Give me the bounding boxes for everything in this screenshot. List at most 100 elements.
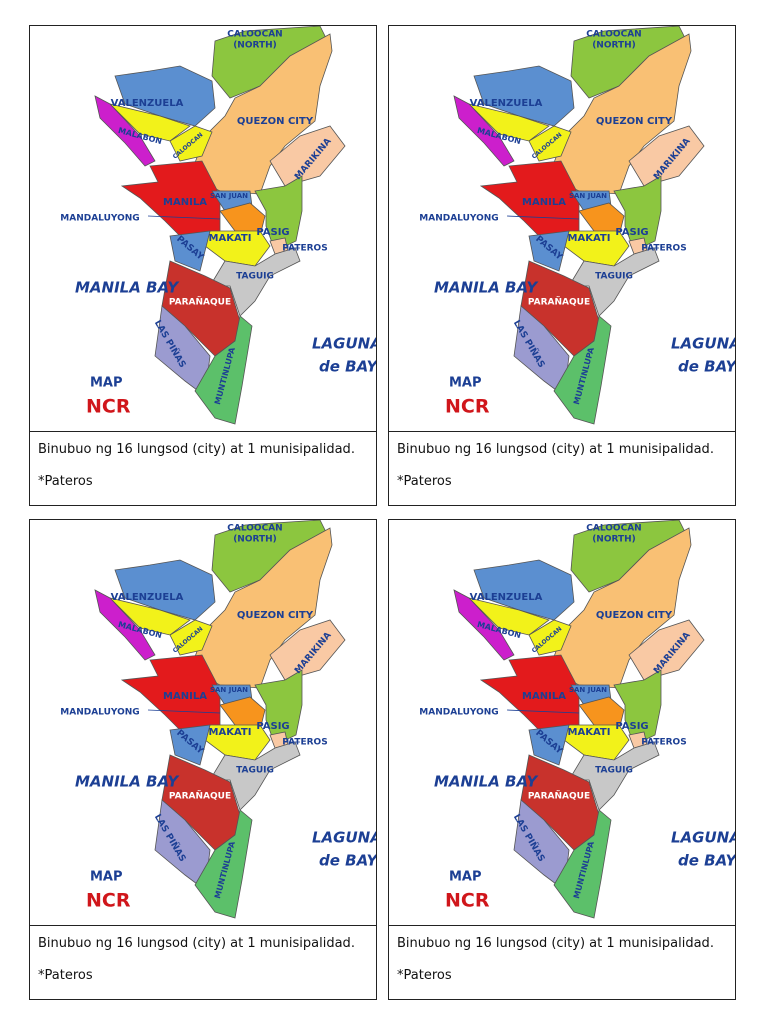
- region: [548, 33, 692, 195]
- map-label: PASIG: [615, 227, 648, 238]
- region: [169, 724, 211, 766]
- region: [254, 175, 303, 252]
- map-label: MANILA BAY: [434, 773, 539, 791]
- map-label: PATEROS: [641, 244, 686, 254]
- region: [467, 597, 550, 636]
- map-label: PARAÑAQUE: [528, 791, 590, 802]
- map-label: MANDALUYONG: [419, 708, 498, 718]
- map-label: CALOOCAN: [227, 30, 282, 40]
- map-label: MANILA: [163, 197, 207, 208]
- map-label: de BAY: [319, 358, 376, 376]
- map-label: VALENZUELA: [111, 98, 184, 109]
- map-label: NCR: [86, 396, 131, 418]
- map-label: de BAY: [678, 852, 735, 870]
- map-label: MAKATI: [209, 727, 252, 738]
- map-label: LAGUNA: [671, 335, 735, 353]
- map-label: LAGUNA: [312, 335, 376, 353]
- map-label: NCR: [86, 890, 131, 912]
- map-label: MANILA: [522, 197, 566, 208]
- pointer: [147, 215, 221, 220]
- region: [528, 230, 570, 272]
- region: [189, 33, 333, 195]
- map-label: (NORTH): [233, 535, 277, 545]
- map-label: MAKATI: [568, 233, 611, 244]
- note: *Pateros: [38, 474, 93, 489]
- map-label: CALOOCAN: [586, 30, 641, 40]
- region: [194, 809, 253, 919]
- map-label: MAP: [90, 870, 123, 885]
- map-label: PATEROS: [282, 738, 327, 748]
- region: [219, 696, 266, 731]
- region: [528, 619, 572, 656]
- map-label: QUEZON CITY: [237, 116, 314, 127]
- caption-box: Binubuo ng 16 lungsod (city) at 1 munisi…: [389, 431, 735, 506]
- caption-box: Binubuo ng 16 lungsod (city) at 1 munisi…: [389, 925, 735, 1000]
- pointer: [147, 709, 221, 714]
- region: [114, 65, 216, 127]
- map-label: CALOOCAN: [227, 524, 282, 534]
- map-label: PARAÑAQUE: [169, 791, 231, 802]
- map-label: PARAÑAQUE: [169, 297, 231, 308]
- note: *Pateros: [38, 968, 93, 983]
- map-label: PATEROS: [282, 244, 327, 254]
- caption-box: Binubuo ng 16 lungsod (city) at 1 munisi…: [30, 925, 376, 1000]
- map-label: SAN JUAN: [569, 192, 607, 200]
- map-label: MAP: [449, 376, 482, 391]
- map-label: MANDALUYONG: [419, 214, 498, 224]
- map-label: (NORTH): [233, 41, 277, 51]
- map-label: SAN JUAN: [210, 686, 248, 694]
- map-label: MANILA BAY: [434, 279, 539, 297]
- map-label: VALENZUELA: [111, 592, 184, 603]
- note: *Pateros: [397, 474, 452, 489]
- region: [528, 125, 572, 162]
- map-label: PASIG: [256, 721, 289, 732]
- card: CALOOCAN (NORTH) VALENZUELA QUEZON CITY MALA…: [388, 519, 736, 1000]
- map-label: CALOOCAN: [586, 524, 641, 534]
- map-label: (NORTH): [592, 41, 636, 51]
- map-label: TAGUIG: [236, 766, 274, 776]
- region: [553, 809, 612, 919]
- map-label: de BAY: [678, 358, 735, 376]
- map-label: PASIG: [615, 721, 648, 732]
- map-label: PARAÑAQUE: [528, 297, 590, 308]
- region: [114, 559, 216, 621]
- caption: Binubuo ng 16 lungsod (city) at 1 munisi…: [38, 442, 355, 457]
- region: [94, 95, 156, 167]
- map-label: MAP: [90, 376, 123, 391]
- map-label: PATEROS: [641, 738, 686, 748]
- card: CALOOCAN (NORTH) VALENZUELA QUEZON CITY MALA…: [29, 25, 377, 506]
- map-label: MAKATI: [568, 727, 611, 738]
- map-label: MAP: [449, 870, 482, 885]
- region: [108, 103, 191, 142]
- map-label: VALENZUELA: [470, 98, 543, 109]
- region: [94, 589, 156, 661]
- caption-box: Binubuo ng 16 lungsod (city) at 1 munisi…: [30, 431, 376, 506]
- pointer: [506, 709, 580, 714]
- map-label: VALENZUELA: [470, 592, 543, 603]
- map-label: QUEZON CITY: [237, 610, 314, 621]
- map-label: TAGUIG: [595, 766, 633, 776]
- map-label: SAN JUAN: [210, 192, 248, 200]
- region: [189, 527, 333, 689]
- region: [254, 669, 303, 746]
- region: [169, 125, 213, 162]
- map-label: MANILA BAY: [75, 773, 180, 791]
- card: CALOOCAN (NORTH) VALENZUELA QUEZON CITY MALA…: [388, 25, 736, 506]
- map-label: MANILA BAY: [75, 279, 180, 297]
- map-label: LAGUNA: [671, 829, 735, 847]
- map-label: QUEZON CITY: [596, 610, 673, 621]
- region: [453, 589, 515, 661]
- region: [528, 724, 570, 766]
- note: *Pateros: [397, 968, 452, 983]
- map-label: NCR: [445, 890, 490, 912]
- caption: Binubuo ng 16 lungsod (city) at 1 munisi…: [397, 442, 714, 457]
- region: [169, 619, 213, 656]
- map-label: de BAY: [319, 852, 376, 870]
- region: [169, 230, 211, 272]
- region: [453, 95, 515, 167]
- map-label: (NORTH): [592, 535, 636, 545]
- region: [473, 559, 575, 621]
- card: CALOOCAN (NORTH) VALENZUELA QUEZON CITY MALA…: [29, 519, 377, 1000]
